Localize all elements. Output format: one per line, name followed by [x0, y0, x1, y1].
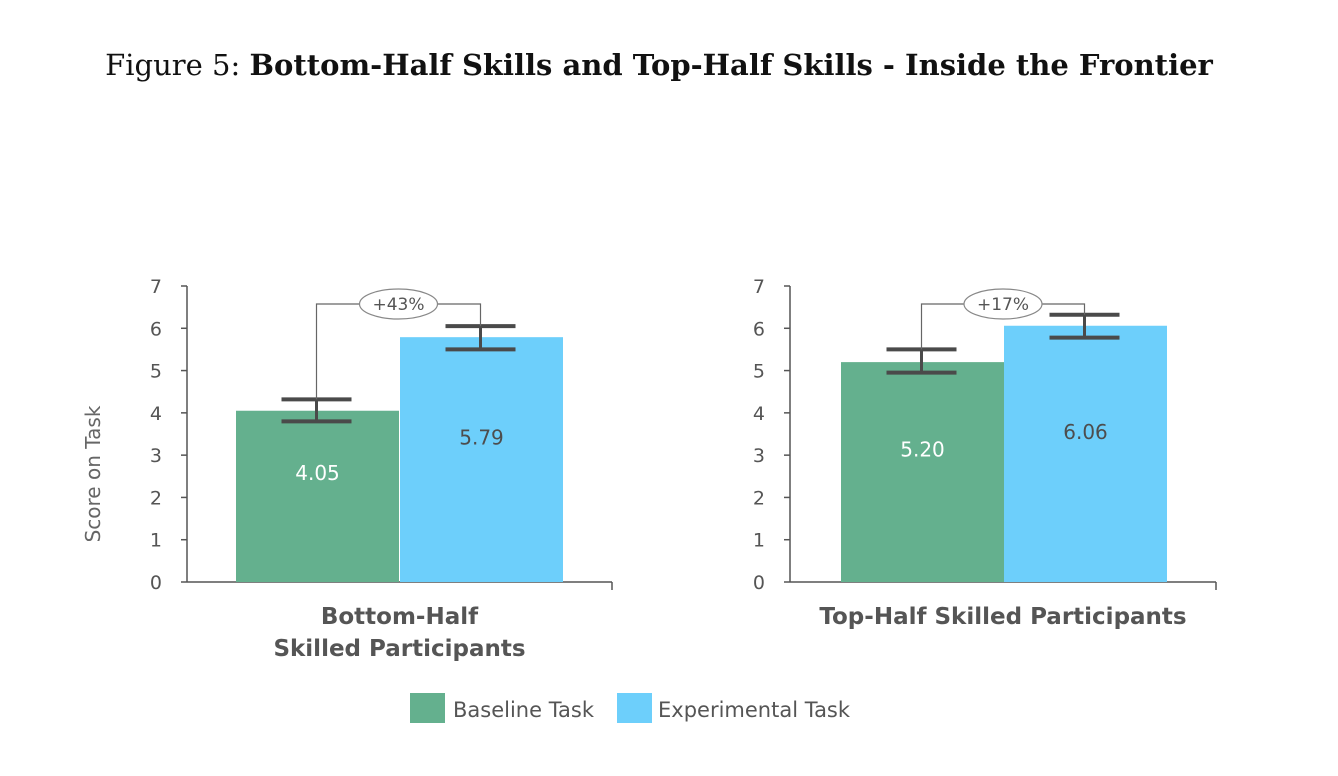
legend-label: Experimental Task [658, 698, 851, 722]
y-tick-label: 2 [150, 487, 162, 509]
y-tick-label: 7 [753, 276, 765, 298]
legend: Baseline Task Experimental Task [410, 693, 851, 723]
annotation-label: +43% [372, 295, 424, 315]
annotation-bubble [963, 288, 1043, 320]
bar-experimental [400, 337, 563, 582]
y-tick-label: 0 [150, 572, 162, 594]
y-tick-label: 0 [753, 572, 765, 594]
bar-experimental [1004, 325, 1167, 582]
y-tick-label: 3 [150, 445, 162, 467]
y-tick-label: 7 [150, 276, 162, 298]
y-tick-label: 2 [753, 487, 765, 509]
bar-value-label: 6.06 [1063, 420, 1108, 444]
category-label: Top-Half Skilled Participants [819, 604, 1186, 630]
chart-panel-bottom-half: 0 1 2 3 4 5 6 7 Score on Task 4.05 5.79 +43% Bottom-… [81, 276, 613, 662]
y-tick-label: 6 [150, 318, 162, 340]
figure-prefix: Figure 5: [105, 48, 241, 82]
y-tick-label: 6 [753, 318, 765, 340]
annotation-bubble [358, 288, 439, 320]
bracket-right [437, 303, 482, 327]
y-tick-label: 4 [753, 403, 765, 425]
y-axis-title: Score on Task [81, 405, 105, 542]
bar-value-label: 5.79 [459, 425, 504, 449]
figure-title: Figure 5: Bottom-Half Skills and Top-Hal… [0, 48, 1318, 82]
bracket-left [920, 303, 964, 350]
annotation-label: +17% [977, 295, 1029, 315]
y-tick-label: 4 [150, 403, 162, 425]
category-label: Skilled Participants [273, 636, 525, 662]
bar-value-label: 5.20 [900, 437, 945, 461]
bar-baseline [236, 410, 399, 582]
figure-heading: Bottom-Half Skills and Top-Half Skills -… [249, 48, 1213, 82]
legend-swatch [617, 693, 652, 723]
y-tick-label: 5 [753, 361, 765, 383]
y-tick-label: 1 [753, 530, 765, 552]
bar-value-label: 4.05 [295, 461, 340, 485]
y-tick-label: 1 [150, 530, 162, 552]
bracket-right [1042, 303, 1086, 315]
legend-label: Baseline Task [453, 698, 595, 722]
bar-baseline [841, 362, 1004, 582]
bracket-left [315, 303, 360, 400]
legend-swatch [410, 693, 445, 723]
y-tick-label: 3 [753, 445, 765, 467]
chart-panel-top-half: 0 1 2 3 4 5 6 7 5.20 6.06 +17% Top-Half Skilled Par… [753, 276, 1217, 630]
y-tick-label: 5 [150, 361, 162, 383]
category-label: Bottom-Half [321, 604, 479, 630]
